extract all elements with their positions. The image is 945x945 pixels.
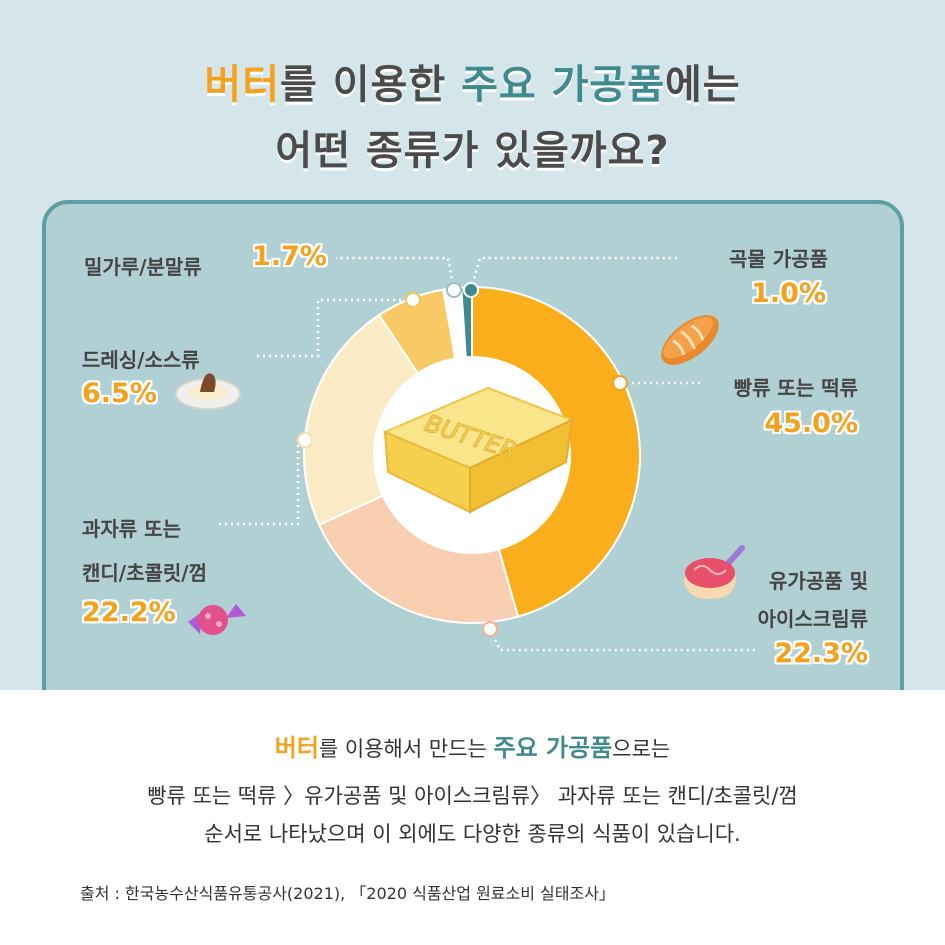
ice-cream-icon [684,545,745,599]
summary-line-3: 순서로 나타났으며 이 외에도 다양한 종류의 식품이 있습니다. [204,822,741,846]
summary-line-1: 버터를 이용해서 만드는 주요 가공품으로는 [0,728,945,763]
leader-flour [336,256,456,291]
butter-block-icon: BUTTER [382,386,575,514]
title-highlight-products: 주요 가공품 [461,62,665,108]
label-sauce-name: 드레싱/소스류 [82,348,200,372]
label-sauce-value: 6.5% [82,378,157,409]
dot-candy [297,432,313,448]
leader-dots [297,282,628,637]
summary-text-end: 으로는 [612,737,671,761]
label-candy-name-1: 과자류 또는 [82,517,181,541]
page-title-line-1: 버터를 이용한 주요 가공품에는 [0,52,945,110]
label-candy-value: 22.2% [82,597,176,628]
dot-bread [612,375,628,391]
label-candy-name-2: 캔디/초콜릿/껌 [82,561,208,585]
label-grain-value: 1.0% [751,278,826,309]
leader-candy [215,438,305,526]
sauce-plate-icon [175,373,241,410]
title-highlight-butter: 버터 [204,62,280,108]
bread-icon [661,315,719,365]
label-dairy-name-1: 유가공품 및 [769,569,868,593]
source-citation: 출처 : 한국농수산식품유통공사(2021), 「2020 식품산업 원료소비 … [80,884,615,903]
title-text: 를 이용한 [280,62,462,108]
summary-highlight-products: 주요 가공품 [493,734,613,762]
dot-dairy [482,621,498,637]
candy-icon [188,604,246,635]
label-grain-name: 곡물 가공품 [729,247,828,271]
page-title-line-2: 어떤 종류가 있을까요? [275,128,670,174]
label-bread-value: 45.0% [764,408,858,439]
label-bread-name: 빵류 또는 떡류 [733,376,858,400]
donut-chart: BUTTER [175,256,755,652]
label-dairy-value: 22.3% [774,638,868,669]
label-dairy-name-2: 아이스크림류 [757,607,868,631]
summary-text: 를 이용해서 만드는 [318,737,494,761]
summary-highlight-butter: 버터 [274,734,319,762]
summary-line-2: 빵류 또는 떡류 〉유가공품 및 아이스크림류〉 과자류 또는 캔디/초콜릿/껌 [147,784,798,808]
title-text-end: 에는 [665,62,741,108]
dot-flour [446,282,462,298]
summary-section [0,690,945,945]
dot-grain [463,282,479,298]
label-flour-name: 밀가루/분말류 [84,255,202,279]
dot-sauce [405,292,421,308]
label-flour-value: 1.7% [252,241,327,272]
